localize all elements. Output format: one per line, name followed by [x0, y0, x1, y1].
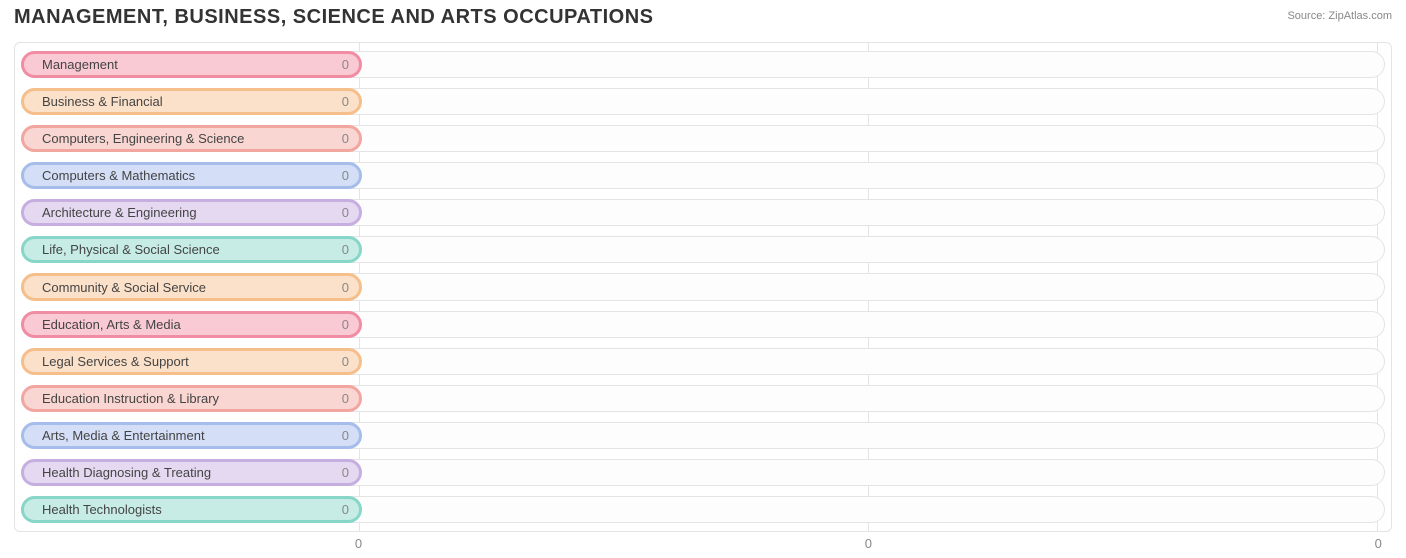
- x-tick: 0: [865, 536, 872, 551]
- bar-pill: Education Instruction & Library 0: [21, 385, 362, 412]
- bar-row: Health Diagnosing & Treating 0: [21, 459, 1385, 486]
- bar-pill: Life, Physical & Social Science 0: [21, 236, 362, 263]
- bar-label: Health Technologists: [42, 502, 162, 517]
- bar-row: Business & Financial 0: [21, 88, 1385, 115]
- bar-label: Health Diagnosing & Treating: [42, 465, 211, 480]
- bar-row: Management 0: [21, 51, 1385, 78]
- bar-row: Architecture & Engineering 0: [21, 199, 1385, 226]
- occupations-chart: MANAGEMENT, BUSINESS, SCIENCE AND ARTS O…: [0, 0, 1406, 558]
- bar-value: 0: [342, 428, 349, 443]
- bar-pill: Management 0: [21, 51, 362, 78]
- bar-row: Health Technologists 0: [21, 496, 1385, 523]
- x-axis: 0 0 0: [14, 536, 1392, 554]
- bar-label: Education Instruction & Library: [42, 391, 219, 406]
- bar-pill: Business & Financial 0: [21, 88, 362, 115]
- bar-label: Arts, Media & Entertainment: [42, 428, 205, 443]
- x-tick: 0: [1375, 536, 1382, 551]
- bar-row: Education, Arts & Media 0: [21, 311, 1385, 338]
- bar-row: Computers, Engineering & Science 0: [21, 125, 1385, 152]
- bar-pill: Health Diagnosing & Treating 0: [21, 459, 362, 486]
- bar-label: Life, Physical & Social Science: [42, 242, 220, 257]
- bar-pill: Education, Arts & Media 0: [21, 311, 362, 338]
- bar-value: 0: [342, 205, 349, 220]
- bar-value: 0: [342, 354, 349, 369]
- bar-pill: Community & Social Service 0: [21, 273, 362, 300]
- bar-label: Legal Services & Support: [42, 354, 189, 369]
- bar-label: Business & Financial: [42, 94, 163, 109]
- bar-label: Education, Arts & Media: [42, 317, 181, 332]
- bar-row: Community & Social Service 0: [21, 273, 1385, 300]
- bar-pill: Legal Services & Support 0: [21, 348, 362, 375]
- bar-value: 0: [342, 465, 349, 480]
- bar-value: 0: [342, 391, 349, 406]
- bar-label: Management: [42, 57, 118, 72]
- bar-value: 0: [342, 317, 349, 332]
- bar-value: 0: [342, 131, 349, 146]
- bar-pill: Computers & Mathematics 0: [21, 162, 362, 189]
- bar-container: Management0Business & Financial0Computer…: [21, 51, 1385, 523]
- bar-value: 0: [342, 168, 349, 183]
- chart-title: MANAGEMENT, BUSINESS, SCIENCE AND ARTS O…: [14, 6, 653, 29]
- bar-label: Community & Social Service: [42, 280, 206, 295]
- bar-row: Legal Services & Support 0: [21, 348, 1385, 375]
- bar-pill: Arts, Media & Entertainment 0: [21, 422, 362, 449]
- bar-pill: Health Technologists 0: [21, 496, 362, 523]
- bar-pill: Computers, Engineering & Science 0: [21, 125, 362, 152]
- bar-value: 0: [342, 242, 349, 257]
- bar-row: Arts, Media & Entertainment 0: [21, 422, 1385, 449]
- bar-row: Life, Physical & Social Science 0: [21, 236, 1385, 263]
- x-tick: 0: [355, 536, 362, 551]
- bar-value: 0: [342, 280, 349, 295]
- bar-value: 0: [342, 57, 349, 72]
- bar-value: 0: [342, 94, 349, 109]
- bar-row: Education Instruction & Library 0: [21, 385, 1385, 412]
- bar-label: Architecture & Engineering: [42, 205, 197, 220]
- chart-source: Source: ZipAtlas.com: [1287, 10, 1392, 22]
- bar-value: 0: [342, 502, 349, 517]
- bar-label: Computers & Mathematics: [42, 168, 195, 183]
- bar-pill: Architecture & Engineering 0: [21, 199, 362, 226]
- bar-label: Computers, Engineering & Science: [42, 131, 244, 146]
- bar-row: Computers & Mathematics 0: [21, 162, 1385, 189]
- plot-area: Management0Business & Financial0Computer…: [14, 42, 1392, 532]
